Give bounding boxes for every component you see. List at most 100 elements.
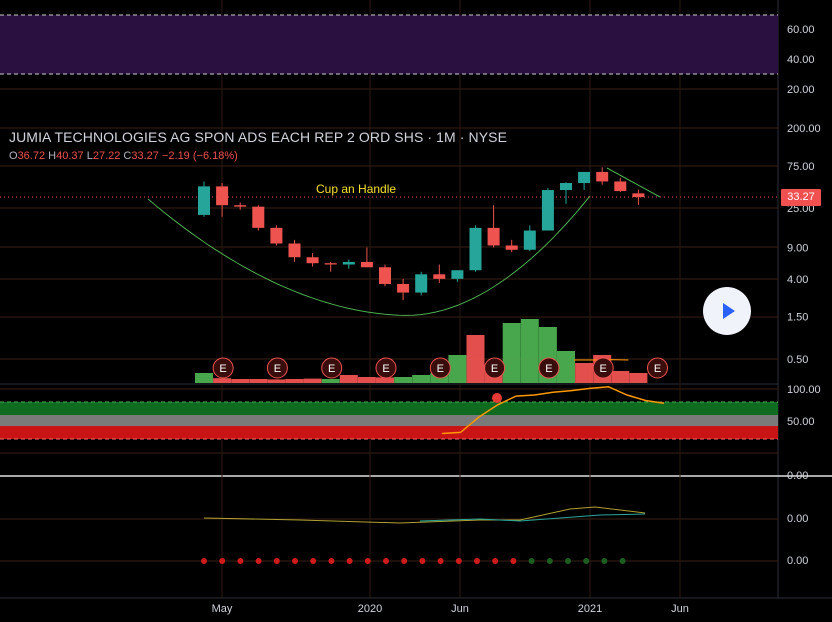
- low-label: L: [86, 150, 93, 162]
- oscillator-dot: [273, 558, 280, 564]
- volume-bar: [303, 378, 322, 383]
- price-axis-label: 75.00: [787, 161, 815, 173]
- candle-body: [415, 274, 428, 293]
- candle-body: [469, 227, 482, 271]
- candle-body: [560, 183, 572, 191]
- volume-bar: [195, 373, 213, 383]
- stoch-overbought-band: [0, 402, 778, 415]
- earnings-marker[interactable]: E: [647, 357, 668, 379]
- time-axis-label: Jun: [671, 603, 689, 615]
- rsi-axis-label: 40.00: [787, 54, 815, 66]
- volume-bar: [448, 355, 467, 383]
- time-axis-label: Jun: [451, 603, 469, 615]
- oscillator-dot: [328, 558, 335, 564]
- earnings-label: E: [491, 363, 498, 375]
- earnings-badge: [647, 357, 668, 379]
- time-axis-label: May: [212, 603, 233, 615]
- earnings-badge: [212, 357, 234, 379]
- symbol-title: JUMIA TECHNOLOGIES AG SPON ADS EACH REP …: [9, 129, 508, 145]
- stoch-oversold-band: [0, 426, 778, 439]
- volume-bar: [249, 379, 268, 383]
- rsi-axis-label: 60.00: [787, 24, 815, 36]
- earnings-marker[interactable]: E: [266, 357, 288, 379]
- candle-body: [614, 181, 627, 192]
- cup-handle-annotation[interactable]: Cup an Handle: [316, 182, 397, 196]
- oscillator-dot: [546, 558, 553, 564]
- candle-body: [451, 270, 464, 279]
- time-axis-label: 2021: [578, 603, 602, 615]
- earnings-label: E: [328, 363, 335, 375]
- earnings-badge: [375, 357, 397, 379]
- volume-bar: [357, 377, 376, 383]
- stoch-signal-dot: [492, 393, 502, 403]
- play-icon: [723, 303, 735, 319]
- price-axis-label: 0.50: [787, 354, 808, 366]
- cup-curve: [147, 195, 591, 316]
- earnings-marker[interactable]: E: [484, 357, 506, 379]
- volume-bar: [376, 377, 394, 383]
- oscillator-dot: [419, 558, 426, 564]
- candle-body: [198, 186, 210, 215]
- price-axis-label: 1.50: [787, 312, 808, 324]
- candle-body: [596, 171, 609, 182]
- earnings-label: E: [600, 363, 607, 375]
- oscillator-axis-label: 0.00: [787, 555, 808, 567]
- volume-bar: [412, 375, 431, 383]
- earnings-marker[interactable]: E: [429, 357, 451, 379]
- volume-bar: [520, 319, 539, 383]
- oscillator-dot: [255, 558, 262, 564]
- earnings-label: E: [545, 363, 552, 375]
- oscillator-dot: [601, 558, 608, 564]
- change-value: −2.19 (−6.18%): [161, 150, 238, 162]
- oscillator-dot: [237, 558, 244, 564]
- earnings-marker[interactable]: E: [538, 357, 560, 379]
- earnings-marker[interactable]: E: [375, 357, 397, 379]
- open-label: O: [9, 150, 18, 162]
- oscillator-dot: [619, 558, 626, 564]
- candle-body: [216, 186, 229, 206]
- oscillator-dot: [565, 558, 571, 564]
- price-axis-label: 25.00: [787, 203, 815, 215]
- oscillator-dot: [528, 558, 535, 564]
- oscillator-dot: [583, 558, 590, 564]
- earnings-marker[interactable]: E: [592, 357, 614, 379]
- price-axis-label: 9.00: [787, 243, 808, 255]
- volume-bar: [502, 323, 521, 383]
- oscillator-dot: [219, 558, 226, 564]
- candle-body: [379, 267, 391, 284]
- oscillator-dot: [201, 558, 207, 564]
- oscillator-dot: [364, 558, 371, 564]
- earnings-badge: [266, 357, 288, 379]
- volume-bar: [629, 373, 648, 383]
- play-button[interactable]: [703, 287, 751, 335]
- oscillator-dot: [492, 558, 499, 564]
- candle-body: [252, 206, 265, 228]
- oscillator-dot: [474, 558, 480, 564]
- oscillator-axis-label: 0.00: [787, 470, 808, 482]
- oscillator-dot: [310, 558, 317, 564]
- earnings-label: E: [274, 363, 281, 375]
- rsi-axis-label: 20.00: [787, 84, 815, 96]
- candle-body: [324, 263, 337, 265]
- earnings-label: E: [382, 363, 389, 375]
- stoch-neutral-band: [0, 415, 778, 426]
- ohlc-readout: O36.72 H40.37 L27.22 C33.27 −2.19 (−6.18…: [9, 150, 238, 162]
- oscillator-dot: [292, 558, 298, 564]
- close-label: C: [123, 150, 132, 162]
- earnings-badge: [592, 357, 614, 379]
- candle-body: [487, 227, 500, 246]
- candle-body: [632, 193, 645, 198]
- earnings-marker[interactable]: E: [212, 357, 234, 379]
- open-value: 36.72: [17, 150, 46, 162]
- oscillator-dot: [510, 558, 517, 564]
- volume-bar: [213, 378, 232, 383]
- volume-bar: [394, 377, 413, 383]
- low-value: 27.22: [92, 150, 121, 162]
- oscillator-main-line: [419, 513, 646, 522]
- earnings-marker[interactable]: E: [321, 357, 343, 379]
- high-label: H: [48, 150, 57, 162]
- volume-bar: [611, 371, 630, 383]
- candle-body: [306, 257, 319, 264]
- oscillator-dot: [383, 558, 389, 564]
